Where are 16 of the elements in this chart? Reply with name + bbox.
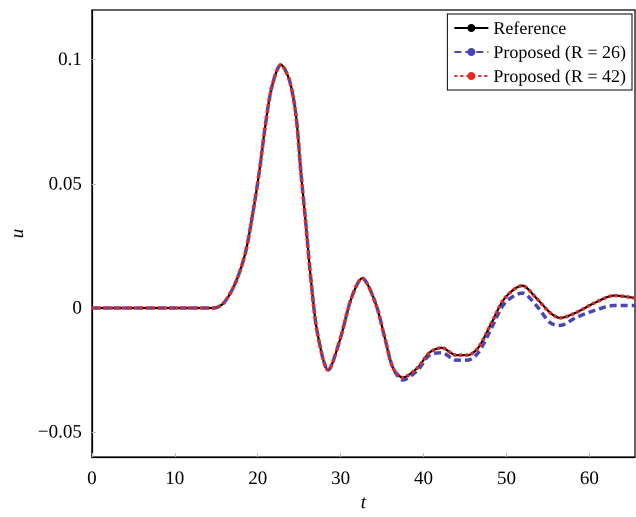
legend-label: Reference — [493, 18, 566, 38]
x-tick-label: 40 — [414, 468, 434, 489]
x-tick-label: 60 — [580, 468, 599, 489]
x-tick-label: 20 — [248, 468, 268, 489]
x-axis-title: t — [360, 492, 367, 513]
y-tick-label: 0 — [72, 298, 82, 318]
x-tick-label: 0 — [87, 468, 97, 489]
x-tick-label: 10 — [165, 468, 184, 489]
legend-label: Proposed (R = 42) — [493, 66, 626, 86]
y-tick-label: 0.1 — [58, 49, 82, 70]
y-tick-label: −0.05 — [38, 422, 82, 443]
x-tick-label: 50 — [496, 468, 516, 489]
x-tick-label: 30 — [331, 468, 350, 489]
y-axis-title: u — [7, 228, 28, 238]
legend-label: Proposed (R = 26) — [493, 42, 626, 62]
y-tick-label: 0.05 — [48, 173, 82, 194]
